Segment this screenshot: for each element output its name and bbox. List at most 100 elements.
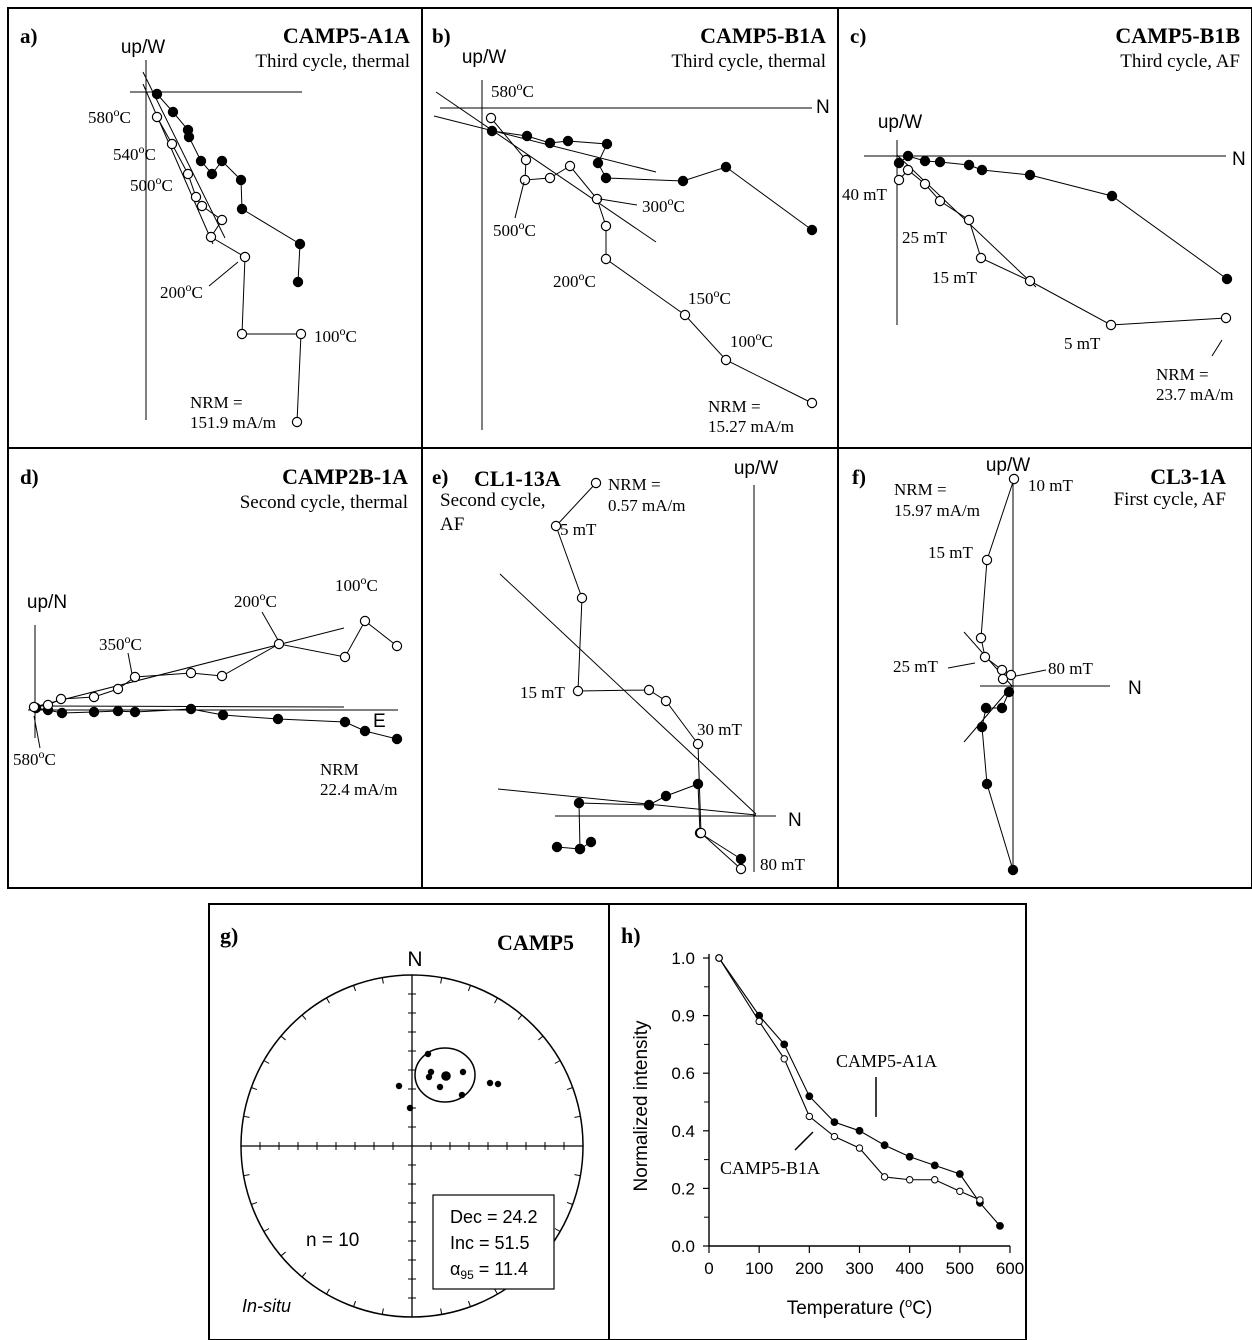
demag-step-filled-point [151,88,163,100]
stereonet-tick [263,1060,270,1064]
demag-step-open-point [166,138,178,150]
site-direction-point [494,1080,502,1088]
demag-step-filled-point [919,155,931,167]
demag-step-open-point [572,685,584,697]
demag-step-open-point [720,354,732,366]
demag-step-filled-point [1024,169,1036,181]
x-tick-label: 400 [895,1259,923,1278]
thermal-demagnetization-chart: 0.0 0.2 0.4 0.6 0.9 1.0 0 100 200 300 400 500 600 Tem… [631,949,1024,1319]
step-label-100c: 100oC [314,324,357,346]
series-point-filled [905,1152,914,1161]
pca-fit-line [142,83,214,245]
demag-step-filled-point [183,131,195,143]
series-point-open [755,1017,763,1026]
stereonet-tick [574,1115,581,1118]
demag-step-filled-point [660,790,672,802]
demag-step-filled-point [167,106,179,118]
panel-title: CL1-13A [474,466,561,491]
axis-label-up-w: up/W [878,112,922,133]
demag-step-open-point [981,554,993,566]
panel-frames [7,7,1252,1340]
demag-step-open-point [544,172,556,184]
panel-a: a) CAMP5-A1A Third cycle, thermal up/W 5… [20,23,410,432]
demag-step-open-point [216,214,228,226]
vertical-projection-series [151,111,307,428]
pca-fit-line [963,685,1013,743]
stereonet-tick [301,1014,307,1020]
step-label-200c: 200oC [160,280,203,302]
stereonet-tick [381,1308,384,1315]
series-point-open [905,1176,914,1184]
pca-fit-line [142,71,226,239]
panel-subtitle: Second cycle, [440,490,546,511]
demag-step-open-point [806,397,818,409]
nrm-label: NRM [320,760,359,779]
demag-step-filled-point [292,276,304,288]
step-label-40mt: 40 mT [842,185,887,204]
label-leader [33,715,41,749]
demag-step-open-point [391,640,403,652]
site-direction-point [425,1073,433,1081]
panel-letter: g) [220,923,238,948]
demag-step-filled-point [934,156,946,168]
north-label: N [407,948,422,971]
y-tick-label: 0.0 [671,1237,695,1256]
step-label-500c: 500oC [130,173,173,195]
site-direction-point [427,1068,435,1076]
step-label-300c: 300oC [642,194,685,216]
demag-step-open-point [963,214,975,226]
stereonet-tick [243,1115,250,1118]
panel-title: CL3-1A [1150,464,1226,489]
y-tick-label: 0.2 [671,1179,695,1198]
demag-step-filled-point [562,135,574,147]
axis-label-e: E [373,711,386,732]
stereonet-tick [554,1060,561,1064]
demag-step-filled-point [359,725,371,737]
nrm-label: NRM = [894,480,947,499]
demag-step-filled-point [643,799,655,811]
demag-step-open-point [975,632,987,644]
stereonet-tick [326,997,330,1004]
panel-subtitle: Third cycle, thermal [671,51,826,72]
demag-step-filled-point [692,778,704,790]
demag-step-open-point [205,231,217,243]
pca-fit-line [499,573,757,815]
nrm-value: 15.97 mA/m [894,501,980,520]
demag-step-open-point [590,477,602,489]
demag-step-open-point [196,200,208,212]
stereonet-tick [381,977,384,984]
demag-path-line [980,478,1015,680]
demag-step-filled-point [294,238,306,250]
axis-label-up-w: up/W [121,37,165,58]
step-label-100c: 100oC [730,329,773,351]
series-label: CAMP5-A1A [836,1051,937,1071]
panel-subtitle: First cycle, AF [1114,489,1226,510]
stereonet-tick [440,1308,443,1315]
demag-step-filled-point [902,150,914,162]
site-direction-point [459,1068,467,1076]
demag-step-filled-point [677,175,689,187]
demag-step-open-point [485,112,497,124]
demag-step-open-point [643,684,655,696]
step-label-350c: 350oC [99,632,142,654]
demag-path-line [33,620,398,708]
pca-fit-line [435,91,657,243]
step-label-500c: 500oC [493,218,536,240]
demag-step-filled-point [720,161,732,173]
stereonet-tick [538,1035,544,1041]
stereonet-tick [326,1288,330,1295]
demag-step-open-point [185,667,197,679]
series-point-filled [830,1118,839,1127]
vertical-projection-series [893,164,1232,331]
stereonet-tick [566,1087,573,1091]
demag-step-open-point [979,651,991,663]
pca-fit-line [497,788,757,816]
panel-letter: e) [432,465,448,489]
label-leader [261,611,279,641]
demag-step-open-point [190,191,202,203]
x-tick-label: 200 [795,1259,823,1278]
demag-step-open-point [339,651,351,663]
axis-label-up-n: up/N [27,592,67,613]
panel-h-border [608,903,1027,1340]
panel-g: g) CAMP5 N n = 10 Dec = 24.2 Inc = 51.5 … [220,923,584,1318]
